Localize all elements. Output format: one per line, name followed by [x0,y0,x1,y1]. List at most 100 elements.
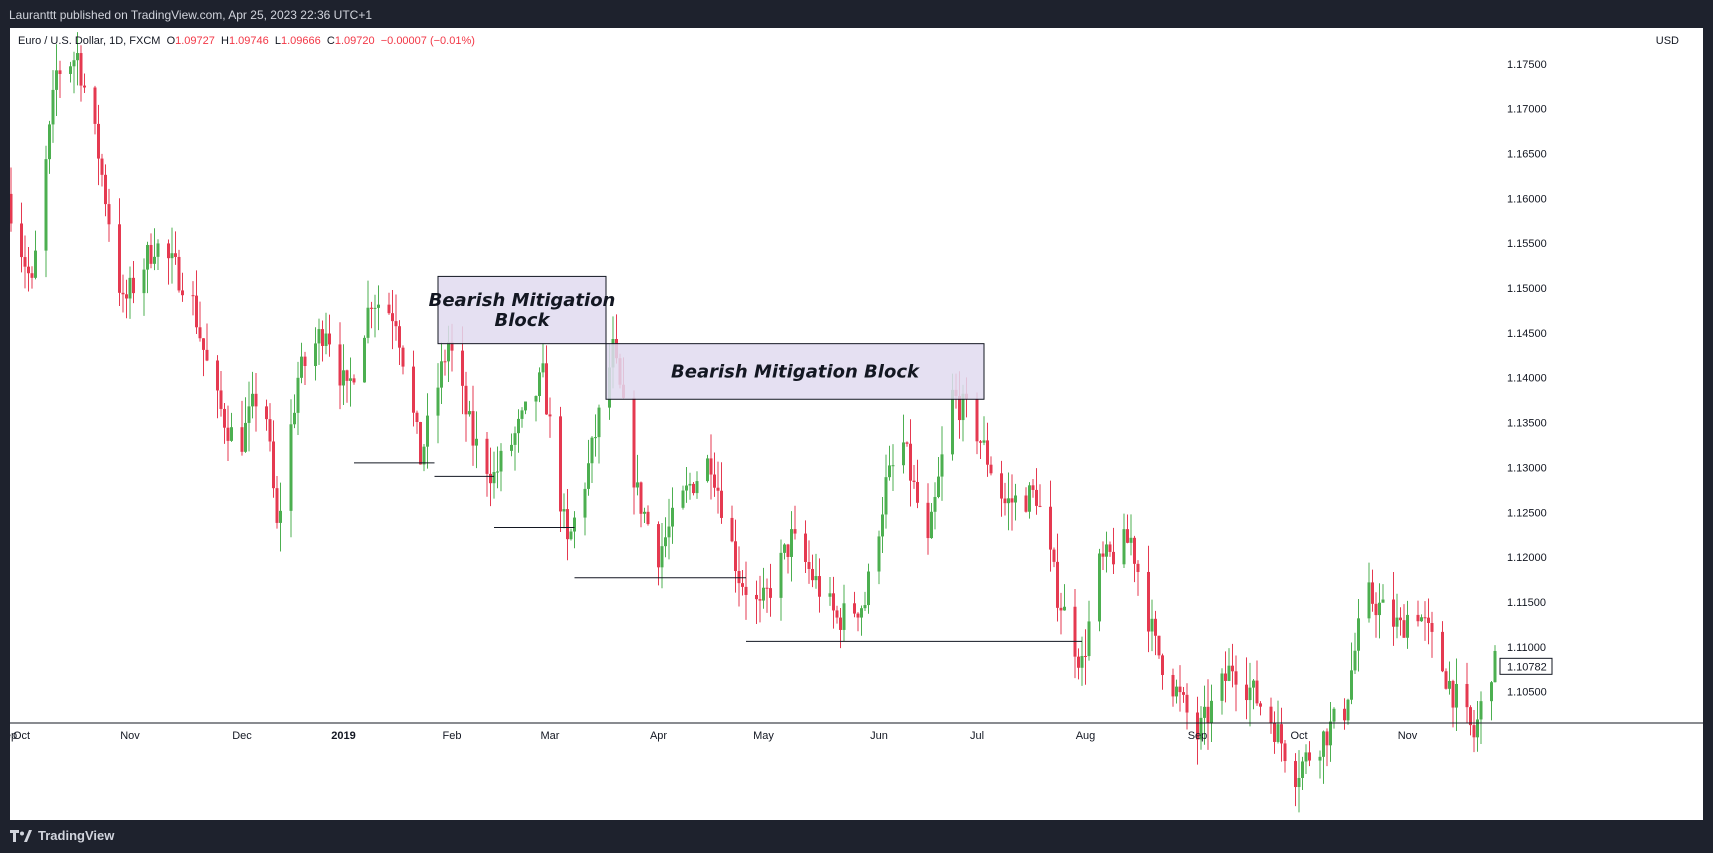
symbol-legend[interactable]: Euro / U.S. Dollar, 1D, FXCM O1.09727 H1… [18,35,475,47]
candle-body [338,344,342,386]
candle-body [639,482,643,514]
price-tick-label: 1.17000 [1507,104,1547,116]
candle-body [818,576,821,597]
price-tick-label: 1.16500 [1507,149,1547,161]
candle [517,409,520,453]
candle-body [167,243,170,259]
candle-body [247,406,251,423]
candle [349,357,352,407]
candle-body [170,253,174,259]
candle [1073,589,1077,679]
candle [363,335,366,383]
candle [1003,482,1007,516]
candle-body [1469,707,1472,726]
candle [975,392,979,455]
candle [391,289,394,350]
price-tick-label: 1.15000 [1507,283,1547,295]
candle-body [632,397,636,488]
candle-body [979,441,982,443]
candle [1479,691,1483,744]
candle [1185,683,1189,730]
candle-body [76,53,79,61]
mitigation-block[interactable]: Bearish Mitigation Block [605,343,985,400]
candle-body [1297,777,1301,788]
candle-body [559,416,562,512]
candle [856,612,860,632]
candle [191,281,195,316]
candle [146,241,149,294]
price-tick-label: 1.14000 [1507,373,1547,385]
candle [219,370,223,417]
candle [254,372,258,432]
candle [1035,468,1038,515]
candle [744,561,748,620]
candle-body [83,85,86,88]
candle [1049,480,1052,572]
candle-body [1112,551,1115,565]
open-value: 1.09727 [175,35,215,47]
mitigation-block-box[interactable] [437,275,607,345]
candle-body [1444,671,1448,689]
candle [48,120,51,174]
candle [132,261,135,304]
candle [860,605,863,636]
mitigation-block-label: Bearish Mitigation [429,290,616,311]
candle [216,355,219,419]
candle [1399,607,1402,636]
candle-body [97,123,100,159]
candle-body [646,511,650,525]
candle-body [937,476,940,497]
candle-body [1154,618,1157,636]
candle [394,294,398,341]
candle-body [828,593,832,597]
candle [223,402,226,444]
candle [345,369,349,403]
candle [1206,679,1210,750]
candle-body [1343,708,1346,721]
candle-body [475,438,478,446]
candle-body [156,243,160,257]
candle-body [177,256,181,291]
candle [905,441,909,447]
candle [573,511,576,549]
candle [1147,545,1150,653]
candle-body [1185,694,1189,713]
candle-body [1203,706,1206,718]
candle-body [1175,686,1178,697]
candle-body [93,87,97,124]
candle-body [520,410,524,419]
candle [303,351,307,386]
last-price-value: 1.10782 [1507,661,1547,673]
candle-body [303,356,307,367]
candle [247,381,251,452]
candle [513,426,517,471]
candle [118,198,121,306]
chart-area[interactable]: Bearish Mitigation Block Bearish Mitigatio… [10,28,1703,820]
candle [76,32,79,86]
candle [1294,753,1297,807]
candle-body [1059,607,1063,611]
candle-body [730,517,734,542]
candle-body [758,599,762,601]
candle [804,520,807,574]
candle [51,70,55,143]
tradingview-logo[interactable]: TradingView [10,828,114,843]
price-tick-label: 1.10500 [1507,687,1547,699]
candle-body [69,66,72,74]
candle-body [982,440,986,443]
candle [1416,600,1420,627]
candle [23,235,27,289]
candle [265,399,268,431]
mitigation-block-box[interactable] [605,343,985,400]
candle [755,580,758,625]
candle-body [100,158,104,175]
candle [1056,533,1059,622]
candle-body [1084,655,1087,657]
candle-body [1451,680,1455,708]
candle-body [1028,485,1031,512]
candle-body [366,307,370,338]
candle-body [762,587,765,601]
candle [1430,611,1434,658]
